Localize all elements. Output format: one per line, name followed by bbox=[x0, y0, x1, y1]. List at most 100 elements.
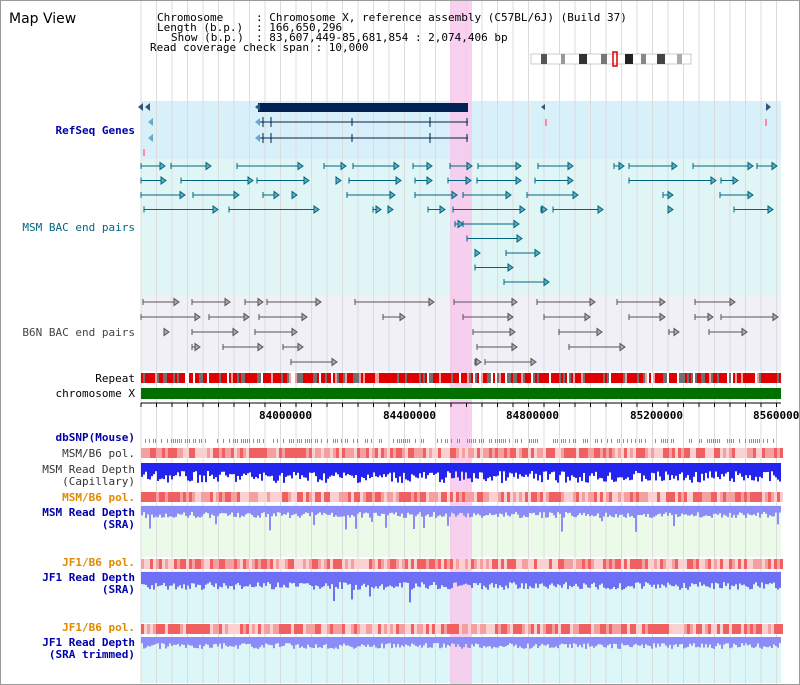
msm-sra-depth-track[interactable] bbox=[141, 506, 781, 532]
axis-tick-label: 84400000 bbox=[383, 409, 436, 422]
pol-cell bbox=[327, 492, 330, 502]
depth-bar bbox=[311, 637, 313, 648]
track-label-jf1-b6-pol-2[interactable]: JF1/B6 pol. bbox=[62, 621, 135, 634]
pol-cell bbox=[537, 624, 540, 634]
depth-bar bbox=[611, 572, 613, 589]
depth-bar bbox=[609, 637, 611, 645]
dbsnp-mark bbox=[729, 439, 730, 443]
depth-bar bbox=[389, 506, 391, 514]
pol-cell bbox=[507, 624, 510, 634]
depth-bar bbox=[221, 463, 223, 472]
depth-bar bbox=[251, 637, 253, 647]
depth-bar bbox=[671, 637, 673, 649]
depth-bar bbox=[471, 506, 473, 517]
pol-cell bbox=[759, 624, 762, 634]
track-label-jf1-depth-trimmed[interactable]: JF1 Read Depth bbox=[42, 636, 135, 649]
bac-pair-arrow bbox=[729, 297, 736, 307]
depth-bar bbox=[345, 637, 347, 646]
depth-bar bbox=[217, 506, 219, 517]
pol-cell bbox=[744, 624, 747, 634]
pol-cell bbox=[327, 448, 330, 458]
pol-cell bbox=[312, 492, 315, 502]
depth-bar bbox=[561, 637, 563, 644]
repeat-segment bbox=[613, 373, 615, 383]
depth-bar bbox=[467, 463, 469, 479]
dbsnp-mark bbox=[393, 439, 394, 443]
bac-pair-arrow bbox=[534, 248, 541, 258]
pol-cell bbox=[447, 624, 450, 634]
msm-capillary-depth-track[interactable] bbox=[141, 463, 781, 483]
pol-cell bbox=[504, 492, 507, 502]
depth-bar bbox=[515, 637, 517, 645]
track-label-refseq[interactable]: RefSeq Genes bbox=[55, 124, 135, 137]
pol-cell bbox=[756, 448, 759, 458]
depth-bar bbox=[375, 572, 377, 587]
depth-bar bbox=[519, 637, 521, 647]
depth-bar bbox=[505, 637, 507, 647]
track-label-dbsnp[interactable]: dbSNP(Mouse) bbox=[55, 431, 135, 444]
depth-bar bbox=[191, 506, 193, 513]
depth-bar bbox=[437, 506, 439, 517]
repeat-segment bbox=[575, 373, 577, 383]
pol-cell bbox=[693, 492, 696, 502]
track-label-msm-depth-sra[interactable]: MSM Read Depth bbox=[42, 506, 135, 519]
show-key: Show (b.p.) bbox=[171, 31, 244, 44]
pol-cell bbox=[180, 559, 183, 569]
track-label-msm-bac[interactable]: MSM BAC end pairs bbox=[22, 221, 135, 234]
pol-cell bbox=[633, 624, 636, 634]
track-label-jf1-b6-pol-1[interactable]: JF1/B6 pol. bbox=[62, 556, 135, 569]
msm-bac-end-pairs[interactable] bbox=[140, 161, 778, 287]
depth-bar bbox=[617, 572, 619, 589]
depth-bar bbox=[179, 506, 181, 515]
pol-cell bbox=[618, 559, 621, 569]
pol-cell bbox=[666, 559, 669, 569]
pol-cell bbox=[762, 559, 765, 569]
depth-bar bbox=[255, 506, 257, 518]
track-label-jf1-depth-sra[interactable]: JF1 Read Depth bbox=[42, 571, 135, 584]
repeat-track[interactable] bbox=[141, 373, 781, 383]
pol-cell bbox=[567, 448, 570, 458]
track-label-msm-depth-capillary[interactable]: MSM Read Depth bbox=[42, 463, 135, 476]
jf1-b6-pol-track-2[interactable] bbox=[141, 624, 783, 634]
depth-bar bbox=[575, 637, 577, 645]
chromosome-bar[interactable] bbox=[141, 388, 781, 399]
depth-bar bbox=[343, 637, 345, 644]
chromosome-ideogram[interactable] bbox=[530, 51, 692, 67]
jf1-trimmed-depth-track[interactable] bbox=[141, 637, 781, 649]
track-label-msm-b6-pol-1[interactable]: MSM/B6 pol. bbox=[62, 447, 135, 460]
depth-bar bbox=[233, 637, 235, 647]
pol-cell bbox=[780, 559, 783, 569]
track-label-chromosome[interactable]: chromosome X bbox=[55, 387, 135, 400]
depth-bar bbox=[511, 506, 513, 515]
pol-cell bbox=[318, 559, 321, 569]
depth-bar bbox=[483, 463, 485, 480]
bac-pair-arrow bbox=[659, 297, 666, 307]
pol-cell bbox=[636, 448, 639, 458]
repeat-segment bbox=[311, 373, 313, 383]
repeat-segment bbox=[757, 373, 759, 383]
msm-b6-pol-track-1[interactable] bbox=[141, 439, 783, 458]
depth-bar bbox=[749, 463, 751, 476]
msm-b6-pol-track-2[interactable] bbox=[141, 492, 783, 502]
repeat-segment bbox=[687, 373, 689, 383]
pol-cell bbox=[231, 624, 234, 634]
repeat-segment bbox=[657, 373, 659, 383]
depth-bar bbox=[727, 637, 729, 644]
refseq-genes[interactable] bbox=[138, 103, 771, 156]
depth-bar bbox=[191, 637, 193, 646]
depth-bar bbox=[635, 637, 637, 644]
track-label-msm-b6-pol-2[interactable]: MSM/B6 pol. bbox=[62, 491, 135, 504]
depth-bar bbox=[761, 637, 763, 649]
length-key: Length (b.p.) bbox=[157, 21, 244, 34]
jf1-b6-pol-track-1[interactable] bbox=[141, 559, 783, 569]
pol-cell bbox=[405, 492, 408, 502]
depth-bar bbox=[501, 637, 503, 647]
pol-cell bbox=[750, 624, 753, 634]
track-label-repeat[interactable]: Repeat bbox=[95, 372, 135, 385]
b6n-bac-end-pairs[interactable] bbox=[140, 297, 779, 367]
track-label-b6n-bac[interactable]: B6N BAC end pairs bbox=[22, 326, 135, 339]
bac-pair-arrow bbox=[194, 342, 201, 352]
jf1-sra-depth-track[interactable] bbox=[141, 572, 781, 603]
depth-bar bbox=[441, 463, 443, 480]
